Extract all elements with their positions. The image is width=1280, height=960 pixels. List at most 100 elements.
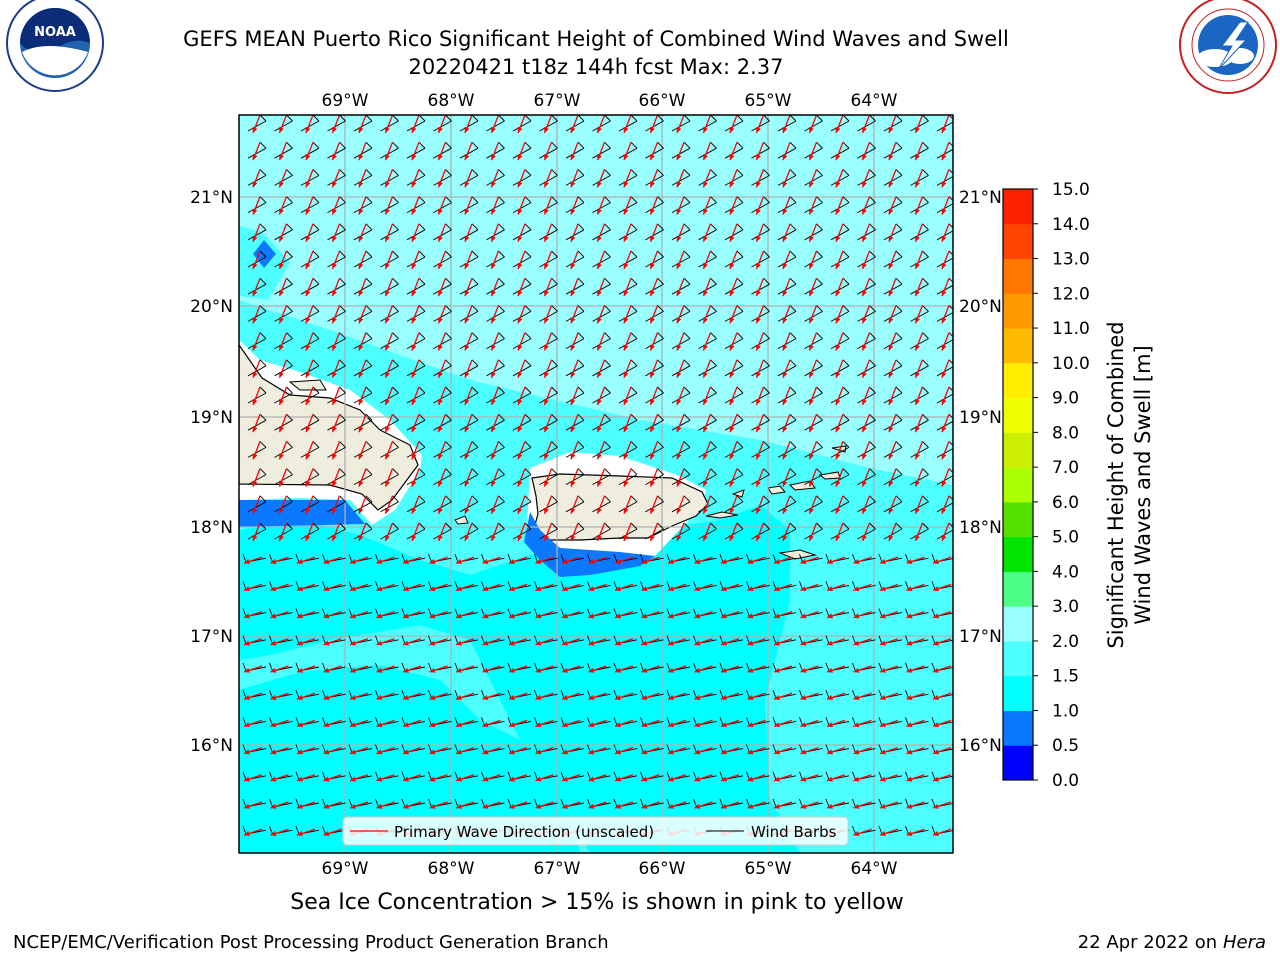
wind-barb <box>804 305 823 322</box>
wave-arrow-head <box>721 586 727 592</box>
wind-barb <box>353 468 373 485</box>
wave-arrow-head <box>827 640 833 646</box>
wind-barb <box>512 223 532 241</box>
wind-barb <box>433 441 452 458</box>
wave-arrow-head <box>491 263 496 269</box>
wind-barb <box>300 386 320 404</box>
wave-arrow-head <box>915 535 920 541</box>
wave-arrow-head <box>800 749 807 755</box>
wind-barb <box>300 196 320 213</box>
wind-barb <box>353 115 373 132</box>
wave-arrow-head <box>827 749 833 755</box>
wind-barb <box>592 495 611 513</box>
wind-barb <box>486 522 505 540</box>
wind-barb <box>671 359 691 377</box>
wave-arrow-head <box>888 480 894 487</box>
wave-arrow-head <box>800 640 807 646</box>
wave-arrow-head <box>906 722 913 728</box>
wave-arrow-head <box>703 399 708 405</box>
wave-arrow-head <box>323 695 330 700</box>
wave-arrow-head <box>835 154 841 161</box>
wave-arrow-head <box>509 613 515 619</box>
wave-arrow-head <box>668 749 674 755</box>
wave-arrow-head <box>252 453 258 460</box>
wave-arrow-head <box>853 722 860 728</box>
wave-arrow-head <box>809 127 814 133</box>
wind-barb <box>724 386 744 404</box>
wind-barb <box>857 196 876 213</box>
wave-arrow-head <box>252 344 258 351</box>
wave-arrow-head <box>809 535 814 541</box>
wave-arrow-head <box>650 317 655 324</box>
wind-barb <box>883 250 903 268</box>
wave-arrow-head <box>376 640 383 646</box>
wave-arrow-head <box>694 559 701 564</box>
wind-barb <box>751 250 770 268</box>
wind-barb <box>724 169 744 186</box>
wind-barb <box>618 196 638 213</box>
wind-barb <box>830 495 850 513</box>
wave-arrow-head <box>244 695 250 700</box>
wind-barb <box>883 115 903 132</box>
wind-barb <box>777 359 797 377</box>
wave-arrow-head <box>853 640 860 646</box>
wave-arrow-head <box>376 695 383 700</box>
wave-arrow-head <box>756 317 761 324</box>
wave-arrow-head <box>464 127 470 133</box>
wave-arrow-head <box>782 344 788 351</box>
wind-barb <box>539 305 558 322</box>
wind-barb <box>539 468 558 485</box>
wave-arrow-head <box>676 371 682 378</box>
wind-barb <box>910 495 929 513</box>
wave-arrow-head <box>535 667 542 673</box>
wind-barb <box>300 223 320 241</box>
wave-arrow-head <box>252 399 258 405</box>
wave-arrow-head <box>438 181 443 188</box>
wave-arrow-head <box>562 667 568 673</box>
wave-arrow-head <box>782 535 788 541</box>
wave-arrow-head <box>482 559 489 564</box>
wind-barb <box>936 441 953 458</box>
wave-arrow-head <box>774 559 780 564</box>
wave-arrow-head <box>906 613 913 619</box>
wind-barb <box>645 196 664 213</box>
wind-barb <box>380 305 399 322</box>
wind-barb <box>300 495 320 513</box>
wave-arrow-head <box>756 208 761 215</box>
wave-arrow-head <box>800 776 807 782</box>
wave-arrow-head <box>252 317 258 324</box>
wind-barb <box>618 495 638 513</box>
wave-arrow-head <box>411 181 417 188</box>
wave-arrow-head <box>588 695 595 700</box>
wind-barb <box>539 169 558 186</box>
wave-arrow-head <box>941 426 947 433</box>
wave-arrow-head <box>809 426 814 433</box>
wave-arrow-head <box>491 371 496 378</box>
wind-barb <box>724 115 744 132</box>
wave-arrow-head <box>862 480 867 487</box>
wave-arrow-head <box>800 613 807 619</box>
wave-arrow-head <box>411 263 417 269</box>
wind-barb <box>936 250 953 268</box>
wave-arrow-head <box>385 154 390 161</box>
wind-barb <box>645 169 664 186</box>
wave-arrow-head <box>721 667 727 673</box>
wave-arrow-head <box>297 722 303 728</box>
wave-arrow-head <box>562 803 568 809</box>
wind-barb <box>724 495 744 513</box>
wind-barb <box>804 277 823 295</box>
wind-barb <box>353 250 373 268</box>
wind-barb <box>645 386 664 404</box>
wind-barb <box>724 250 744 268</box>
wind-barb <box>777 386 797 404</box>
wave-arrow-head <box>358 480 364 487</box>
wave-arrow-head <box>305 453 311 460</box>
wind-barb <box>380 115 399 132</box>
wave-arrow-head <box>332 127 337 133</box>
wave-arrow-head <box>933 749 939 755</box>
wave-arrow-head <box>933 803 939 809</box>
wind-barb <box>433 413 452 431</box>
wind-barb <box>539 250 558 268</box>
wave-arrow-head <box>650 290 655 297</box>
